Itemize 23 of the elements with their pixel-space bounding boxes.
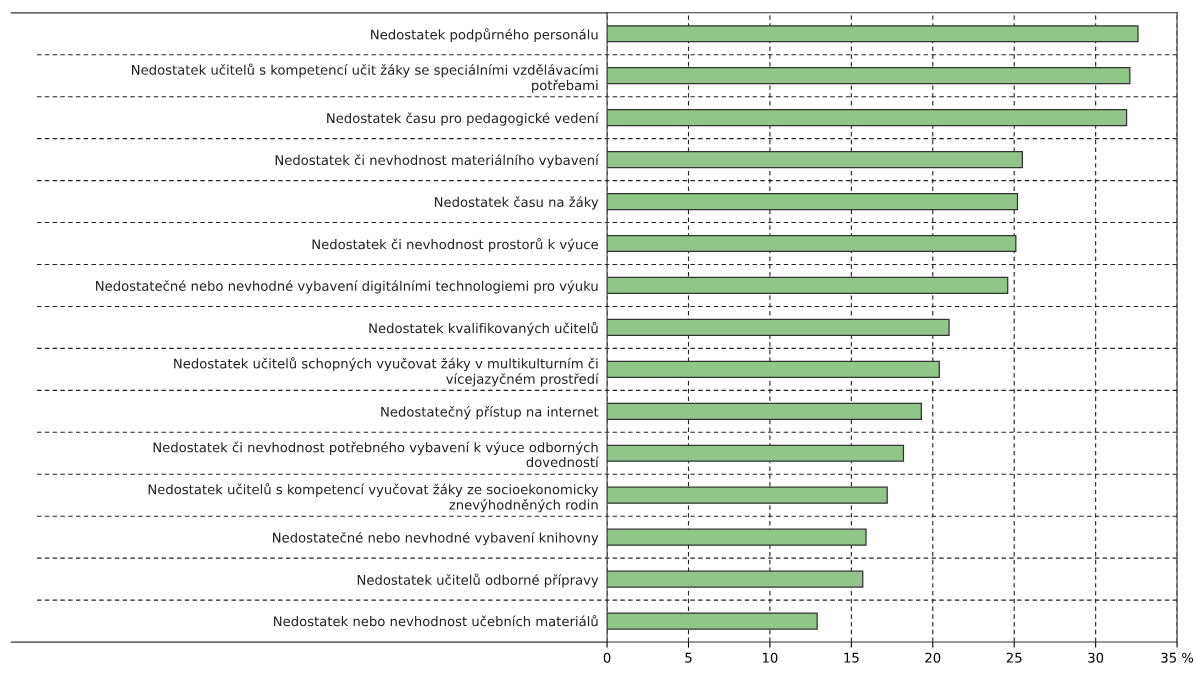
y-tick-label: Nedostatek času pro pedagogické vedení: [327, 112, 600, 126]
y-tick-label: Nedostatek učitelů s kompetencí vyučovat žáky ze socioekonomicky znevýhodněných rodin: [148, 482, 599, 513]
y-tick-label: Nedostatek nebo nevhodnost učebních materiálů: [274, 614, 598, 627]
y-tick-label: Nedostatečné nebo nevhodné vybavení knihovny: [273, 531, 599, 546]
y-tick-label: Nedostatečné nebo nevhodné vybavení digitálními technologiemi pro výuku: [96, 280, 598, 294]
y-tick-label: Nedostatečný přístup na internet: [381, 406, 599, 420]
y-tick-label: Nedostatek podpůrného personálu: [371, 28, 598, 43]
x-tick-label: 10: [762, 652, 778, 663]
x-tick-label: 30: [1088, 652, 1104, 663]
x-tick-label: 35 %: [1161, 652, 1194, 663]
y-tick-label: Nedostatek učitelů schopných vyučovat žáky v multikulturním či vícejazyčném prostředí: [174, 357, 600, 387]
x-tick-label: 5: [685, 652, 692, 663]
x-tick-label: 15: [844, 652, 859, 663]
x-tick-label: 25: [1006, 652, 1022, 663]
y-tick-label: Nedostatek či nevhodnost materiálního vybavení: [275, 154, 600, 168]
x-tick-label: 0: [603, 652, 611, 663]
y-tick-label: Nedostatek učitelů s kompetencí učit žáky se speciálními vzdělávacími potřebami: [132, 63, 598, 93]
y-tick-label: Nedostatek či nevhodnost prostorů k výuce: [312, 237, 599, 252]
x-tick-label: 20: [925, 652, 941, 663]
y-tick-label: Nedostatek či nevhodnost potřebného vybavení k výuce odborných dovedností: [153, 441, 600, 468]
y-tick-label: Nedostatek kvalifikovaných učitelů: [369, 321, 598, 336]
y-tick-label: Nedostatek učitelů odborné přípravy: [357, 573, 599, 588]
y-tick-label: Nedostatek času na žáky: [434, 196, 599, 210]
